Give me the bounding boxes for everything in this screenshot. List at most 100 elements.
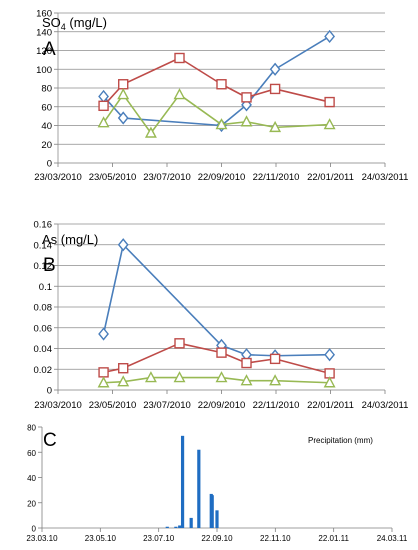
chart-a-triangle-point [173, 88, 186, 100]
chart-c-x-tick-label: 23.03.10 [26, 534, 58, 543]
chart-a-square-point [216, 79, 227, 90]
chart-a-square-point [241, 92, 252, 103]
chart-a-triangle-point [240, 115, 253, 127]
chart-a-x-tick-label: 22/01/2011 [307, 172, 354, 183]
chart-a-panel: 0 20 40 60 80 100 120 140 160 23/03/2010 23/05/20… [34, 9, 408, 184]
chart-c-x-tick-label: 24.03.11 [377, 534, 408, 543]
chart-c-panel-letter: C [43, 430, 57, 451]
chart-b-square-point [174, 338, 185, 349]
chart-b-x-tick-label: 22/09/2010 [198, 400, 246, 411]
chart-b-y-tick-label: 0.02 [34, 365, 53, 376]
chart-b-triangle-point [240, 374, 253, 386]
chart-b-y-tick-label: 0.1 [39, 282, 52, 293]
chart-b-square-point [118, 363, 129, 374]
chart-a-series-triangle-line [102, 93, 330, 134]
chart-b-y-tick-label: 0.16 [34, 220, 53, 231]
chart-a-panel-letter: A [43, 39, 56, 60]
chart-b-y-tick-label: 0.12 [34, 261, 53, 272]
chart-b-y-tick-label: 0.08 [34, 303, 53, 314]
chart-b-diamond-point [117, 238, 129, 252]
chart-c-x-tick-label: 23.05.10 [85, 534, 117, 543]
chart-b-x-tick-label: 23/07/2010 [143, 400, 191, 411]
chart-b-x-tick-label: 24/03/2011 [362, 400, 409, 411]
chart-a-y-tick-label: 160 [36, 9, 52, 20]
chart-b-panel-letter: B [43, 255, 56, 276]
chart-b-y-axis: 0 0.02 0.04 0.06 0.08 0.1 0.12 0.14 0.16 [34, 220, 59, 397]
chart-b-triangle-point [269, 374, 282, 386]
chart-c-x-tick-label: 23.07.10 [143, 534, 175, 543]
chart-c-bar [197, 449, 201, 528]
chart-b-y-tick-label: 0.06 [34, 323, 53, 334]
chart-b-x-tick-label: 22/11/2010 [253, 400, 300, 411]
chart-b-x-axis: 23/03/2010 23/05/2010 23/07/2010 22/09/2010… [34, 389, 409, 411]
chart-a-y-tick-label: 40 [41, 121, 52, 132]
chart-a-series-diamond-line [102, 35, 331, 127]
chart-b-title: As (mg/L) [42, 232, 98, 247]
chart-a-square-point [118, 79, 129, 90]
chart-b-square-point [241, 357, 252, 369]
chart-c-bar [165, 526, 169, 528]
chart-b-y-tick-label: 0 [47, 386, 52, 397]
chart-a-y-tick-label: 20 [41, 140, 52, 151]
chart-a-y-axis: 0 20 40 60 80 100 120 140 160 [36, 9, 59, 170]
chart-a-x-axis: 23/03/2010 23/05/2010 23/07/2010 22/09/2010… [34, 162, 409, 183]
chart-c-title: Precipitation (mm) [308, 436, 373, 445]
chart-a-x-tick-label: 22/11/2010 [253, 172, 300, 183]
chart-c-x-axis: 23.03.10 23.05.10 23.07.10 22.09.10 22.11.10… [26, 527, 408, 543]
chart-a-square-point [98, 100, 109, 112]
chart-b-triangle-point [173, 371, 186, 383]
chart-a-x-tick-label: 23/05/2010 [89, 172, 137, 183]
chart-b-y-tick-label: 0.14 [34, 240, 53, 251]
chart-a-triangle-point [323, 118, 336, 130]
chart-c-y-tick-label: 20 [27, 499, 36, 508]
chart-a-x-tick-label: 23/07/2010 [143, 172, 191, 183]
chart-b-series-triangle-line [103, 376, 330, 384]
chart-a-square-point [324, 96, 335, 108]
chart-c-y-axis: 0 20 40 60 80 [27, 424, 43, 534]
chart-a-triangle-point [215, 118, 228, 130]
chart-b-triangle-point [144, 371, 157, 383]
chart-a-x-tick-label: 24/03/2011 [362, 172, 409, 183]
chart-a-triangle-point [97, 116, 110, 128]
chart-a-diamond-point [117, 111, 129, 125]
chart-a-square-point [174, 52, 185, 64]
chart-a-series [97, 29, 336, 138]
chart-a-x-tick-label: 23/03/2010 [34, 172, 82, 183]
chart-c-bars [165, 435, 219, 528]
chart-c-y-tick-label: 0 [32, 525, 37, 534]
chart-c-x-tick-label: 22.01.11 [318, 534, 349, 543]
chart-b-diamond-point [98, 327, 109, 341]
chart-a-y-tick-label: 0 [47, 159, 52, 170]
chart-b-y-tick-label: 0.04 [34, 344, 53, 355]
chart-b-panel: 0 0.02 0.04 0.06 0.08 0.1 0.12 0.14 0.16 23/03/2… [34, 220, 409, 412]
chart-c-bar [215, 510, 219, 528]
chart-a-diamond-point [269, 62, 281, 76]
chart-a-triangle-point [144, 126, 157, 138]
chart-b-diamond-point [324, 348, 336, 362]
chart-b-square-point [269, 353, 281, 365]
chart-c-bar [180, 435, 185, 528]
chart-b-triangle-point [323, 376, 336, 388]
chart-c-y-tick-label: 80 [27, 424, 36, 433]
chart-c-x-tick-label: 22.11.10 [260, 534, 291, 543]
chart-a-y-tick-label: 60 [41, 102, 52, 113]
chart-c-bar [210, 495, 214, 528]
chart-a-y-tick-label: 100 [36, 65, 52, 76]
chart-b-x-tick-label: 23/03/2010 [34, 400, 82, 411]
chart-a-square-point [269, 83, 281, 95]
chart-a-triangle-point [269, 120, 282, 133]
chart-b-series-diamond-line [102, 243, 330, 357]
chart-c-bar [178, 525, 182, 528]
chart-b-x-tick-label: 23/05/2010 [89, 400, 137, 411]
chart-a-y-tick-label: 120 [36, 46, 52, 57]
chart-c-y-tick-label: 60 [27, 449, 36, 458]
chart-c-x-tick-label: 22.09.10 [201, 534, 233, 543]
chart-a-x-tick-label: 22/09/2010 [198, 172, 246, 183]
chart-c-bar [174, 526, 178, 528]
chart-b-x-tick-label: 22/01/2011 [307, 400, 354, 411]
chart-a-triangle-point [117, 88, 130, 100]
chart-b-triangle-point [117, 375, 130, 387]
chart-c-panel: 0 20 40 60 80 23.03.10 23.05.10 23.07.10 22.09.… [26, 424, 407, 544]
chart-b-series [97, 238, 336, 388]
